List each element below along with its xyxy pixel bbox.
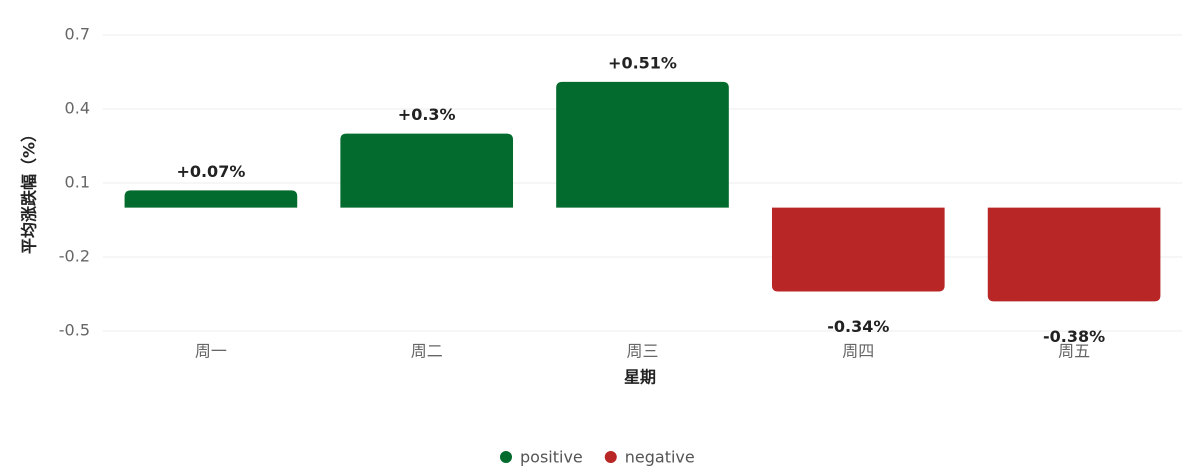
x-tick-label: 周一 — [195, 342, 227, 361]
bar — [987, 207, 1161, 302]
y-tick-label: -0.5 — [59, 321, 90, 340]
y-axis-label: 平均涨跌幅（%） — [20, 126, 39, 254]
legend-label[interactable]: negative — [625, 448, 695, 467]
y-tick-label: -0.2 — [59, 247, 90, 266]
x-tick-label: 周二 — [411, 342, 443, 361]
value-label: +0.51% — [608, 53, 677, 72]
y-tick-label: 0.7 — [65, 25, 90, 44]
x-tick-label: 周五 — [1058, 342, 1090, 361]
x-axis-label: 星期 — [624, 368, 656, 387]
legend-marker[interactable] — [604, 451, 617, 463]
y-tick-label: 0.4 — [65, 99, 90, 118]
value-label: -0.38% — [1043, 327, 1105, 346]
bar — [340, 133, 514, 208]
value-label: +0.07% — [176, 162, 245, 181]
x-tick-label: 周四 — [842, 342, 874, 361]
bar — [124, 190, 298, 208]
y-tick-label: 0.1 — [65, 173, 90, 192]
legend-marker[interactable] — [500, 451, 512, 463]
bar — [771, 207, 945, 292]
bar — [556, 81, 729, 208]
value-label: +0.3% — [398, 105, 456, 124]
x-tick-label: 周三 — [626, 342, 658, 361]
value-label: -0.34% — [827, 317, 889, 336]
legend-label[interactable]: positive — [520, 448, 583, 467]
